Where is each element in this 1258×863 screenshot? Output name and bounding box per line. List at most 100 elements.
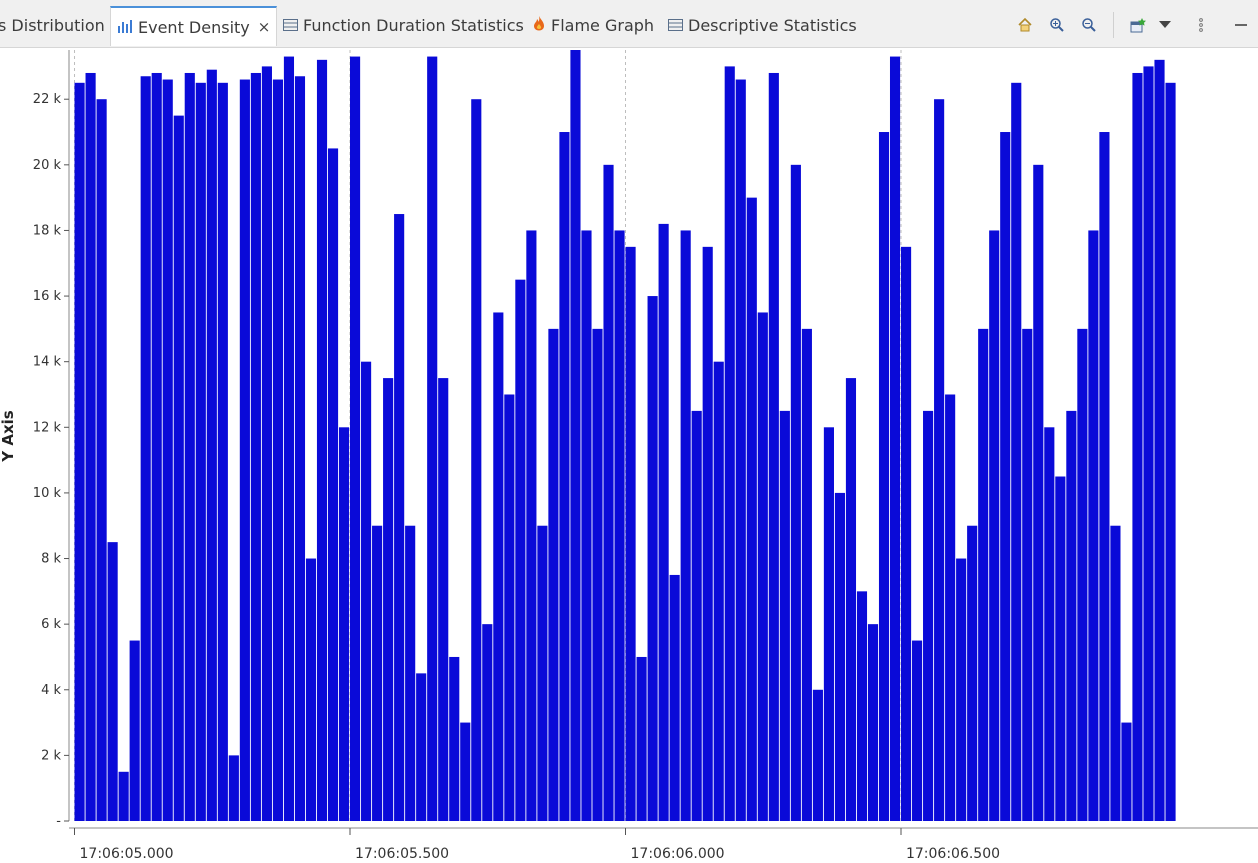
density-bar xyxy=(647,296,658,821)
density-bar xyxy=(372,525,383,821)
event-density-chart[interactable]: - 2 k 4 k 6 k 8 k 10 k 12 k 14 k 16 k 18 k 20 k 22 … xyxy=(0,48,1258,862)
density-bar xyxy=(1055,476,1066,821)
density-bar xyxy=(394,214,405,822)
density-bar xyxy=(746,197,757,821)
density-bar xyxy=(1099,132,1110,821)
density-bar xyxy=(316,59,328,821)
density-bar xyxy=(1154,59,1165,821)
density-bar xyxy=(151,72,162,822)
density-bar xyxy=(195,82,206,821)
new-view-icon[interactable] xyxy=(1128,14,1150,36)
density-bar xyxy=(206,69,217,821)
density-bar xyxy=(669,574,680,821)
density-bar xyxy=(934,99,945,821)
density-bar xyxy=(85,72,96,822)
y-tick-label: 2 k xyxy=(41,748,61,763)
density-bar xyxy=(1143,66,1154,821)
density-bar xyxy=(1066,410,1077,821)
x-tick-label: 17:06:05.000 xyxy=(80,846,174,859)
density-bar xyxy=(989,230,1000,821)
density-bar xyxy=(768,72,779,822)
density-bar xyxy=(74,82,85,821)
density-bar xyxy=(228,755,239,821)
x-axis: 17:06:05.000 17:06:05.500 17:06:06.000 17:0… xyxy=(69,827,1258,862)
density-bar xyxy=(361,361,372,821)
density-bar xyxy=(956,558,967,821)
close-icon[interactable]: × xyxy=(257,18,271,36)
tab-label: s Distribution xyxy=(0,15,105,35)
density-bar xyxy=(96,99,107,821)
density-bar xyxy=(217,82,228,821)
tab-flame-graph[interactable]: Flame Graph xyxy=(532,8,654,42)
y-tick-label: 10 k xyxy=(33,486,62,501)
density-bar xyxy=(713,361,724,821)
density-bar xyxy=(438,378,449,821)
density-bar xyxy=(1110,525,1121,821)
density-bar xyxy=(305,558,317,821)
density-bar xyxy=(250,72,261,822)
density-bar xyxy=(383,378,394,821)
flame-icon xyxy=(532,15,546,35)
density-bar xyxy=(272,79,283,821)
tab-distribution[interactable]: s Distribution xyxy=(0,8,105,42)
density-bar xyxy=(559,132,570,821)
density-bar xyxy=(779,410,790,821)
tab-bar: s Distribution Event Density × Function … xyxy=(0,0,1258,48)
density-bar xyxy=(581,230,592,821)
density-bar xyxy=(856,591,868,821)
chart-canvas[interactable]: - 2 k 4 k 6 k 8 k 10 k 12 k 14 k 16 k 18 k 20 k 22 … xyxy=(0,48,1258,862)
tab-descriptive-statistics[interactable]: Descriptive Statistics xyxy=(668,8,857,42)
density-bar xyxy=(1121,722,1132,821)
dropdown-icon[interactable] xyxy=(1154,14,1176,36)
table-icon xyxy=(668,16,683,35)
density-bar xyxy=(812,689,823,821)
tab-function-duration-statistics[interactable]: Function Duration Statistics xyxy=(283,8,524,42)
density-bar xyxy=(625,246,636,822)
density-bar xyxy=(867,624,879,821)
toolbar-separator xyxy=(1113,12,1114,38)
density-bar xyxy=(978,328,989,821)
density-bar xyxy=(427,56,438,822)
y-tick-label: 18 k xyxy=(33,223,62,238)
density-bar xyxy=(923,410,934,821)
density-bar xyxy=(724,66,735,821)
y-tick-label: 22 k xyxy=(33,92,62,107)
density-bar xyxy=(1044,427,1055,821)
density-bar xyxy=(1077,328,1088,821)
density-bar xyxy=(548,328,559,821)
density-bar xyxy=(482,624,493,821)
density-bar xyxy=(801,328,812,821)
density-bar xyxy=(1165,82,1176,821)
density-bar xyxy=(504,394,515,821)
tab-label: Event Density xyxy=(138,17,250,37)
density-bar xyxy=(261,66,272,821)
density-bar xyxy=(735,79,746,821)
x-tick-label: 17:06:06.500 xyxy=(906,846,1000,859)
density-bar xyxy=(603,164,614,821)
density-bar xyxy=(1132,72,1143,822)
zoom-out-icon[interactable] xyxy=(1078,14,1100,36)
density-bar xyxy=(118,771,129,821)
density-bar xyxy=(471,99,482,821)
y-tick-label: 4 k xyxy=(41,683,61,698)
density-bar xyxy=(184,72,195,822)
zoom-in-icon[interactable] xyxy=(1046,14,1068,36)
density-bar xyxy=(680,230,691,821)
density-bar xyxy=(338,427,350,821)
density-bar xyxy=(878,132,890,821)
density-bar xyxy=(790,164,801,821)
home-icon[interactable] xyxy=(1014,14,1036,36)
density-bar xyxy=(173,115,184,822)
view-menu-icon[interactable] xyxy=(1190,14,1212,36)
minimize-icon[interactable] xyxy=(1230,14,1252,36)
density-bar xyxy=(162,79,173,821)
tab-event-density[interactable]: Event Density × xyxy=(110,6,278,46)
density-bar xyxy=(845,378,857,821)
y-tick-label: 8 k xyxy=(41,552,61,567)
density-bar xyxy=(834,492,846,821)
density-bar xyxy=(592,328,603,821)
density-bar xyxy=(1011,82,1022,821)
density-bar xyxy=(912,640,923,821)
density-bar xyxy=(350,56,361,822)
y-tick-label: 14 k xyxy=(33,355,62,370)
